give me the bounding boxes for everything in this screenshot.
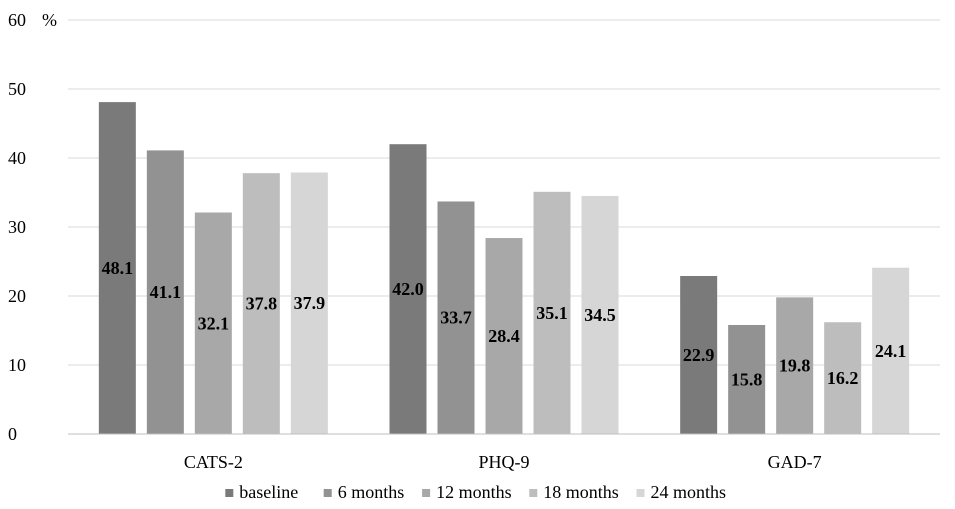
bars: [98, 102, 910, 435]
data-label: 32.1: [198, 313, 230, 333]
y-tick-label: 20: [8, 286, 26, 306]
bar: [581, 195, 619, 434]
bar: [242, 173, 280, 434]
data-label: 35.1: [536, 303, 568, 323]
bar: [437, 201, 475, 434]
y-tick-label: 60: [8, 10, 26, 30]
legend-label: baseline: [239, 482, 298, 502]
bar: [485, 238, 523, 434]
data-label: 42.0: [392, 279, 424, 299]
bar: [98, 102, 136, 435]
data-label: 15.8: [731, 369, 763, 389]
data-label: 19.8: [779, 356, 811, 376]
y-axis-ticks: 0 10 20 30 40 50 60: [8, 10, 26, 444]
legend-swatch: [225, 489, 234, 497]
data-label: 33.7: [440, 308, 472, 328]
y-tick-label: 10: [8, 355, 26, 375]
legend-swatch: [422, 489, 431, 497]
bar: [824, 322, 862, 434]
legend-label: 6 months: [338, 482, 405, 502]
category-labels: CATS-2 PHQ-9 GAD-7: [184, 452, 822, 472]
data-label: 48.1: [102, 258, 134, 278]
data-label: 24.1: [875, 341, 907, 361]
y-tick-label: 40: [8, 148, 26, 168]
bar: [533, 191, 571, 434]
bar: [146, 150, 184, 434]
y-tick-label: 50: [8, 79, 26, 99]
category-label: CATS-2: [184, 452, 243, 472]
legend-label: 12 months: [436, 482, 512, 502]
legend-label: 24 months: [651, 482, 727, 502]
data-label: 41.1: [150, 282, 182, 302]
data-label: 34.5: [584, 305, 616, 325]
legend-swatch: [323, 489, 332, 497]
data-label: 37.8: [246, 294, 278, 314]
legend-swatch: [636, 489, 645, 497]
bar: [872, 267, 910, 434]
bar: [728, 324, 766, 434]
bar: [290, 172, 328, 435]
bar: [680, 275, 718, 434]
data-label: 16.2: [827, 368, 859, 388]
data-label: 28.4: [488, 326, 520, 346]
data-labels: 48.1 41.1 32.1 37.8 37.9 42.0 33.7 28.4 35.1 34.5…: [102, 258, 907, 389]
y-tick-label: 0: [8, 424, 17, 444]
bar: [389, 144, 427, 434]
legend: baseline 6 months 12 months 18 months 24 mon…: [225, 482, 726, 502]
category-label: GAD-7: [768, 452, 822, 472]
legend-swatch: [529, 489, 538, 497]
y-axis-unit: %: [42, 10, 57, 30]
category-label: PHQ-9: [478, 452, 529, 472]
bar: [776, 297, 814, 434]
legend-label: 18 months: [543, 482, 619, 502]
y-tick-label: 30: [8, 217, 26, 237]
bar: [194, 212, 232, 434]
data-label: 37.9: [294, 293, 326, 313]
data-label: 22.9: [683, 345, 715, 365]
